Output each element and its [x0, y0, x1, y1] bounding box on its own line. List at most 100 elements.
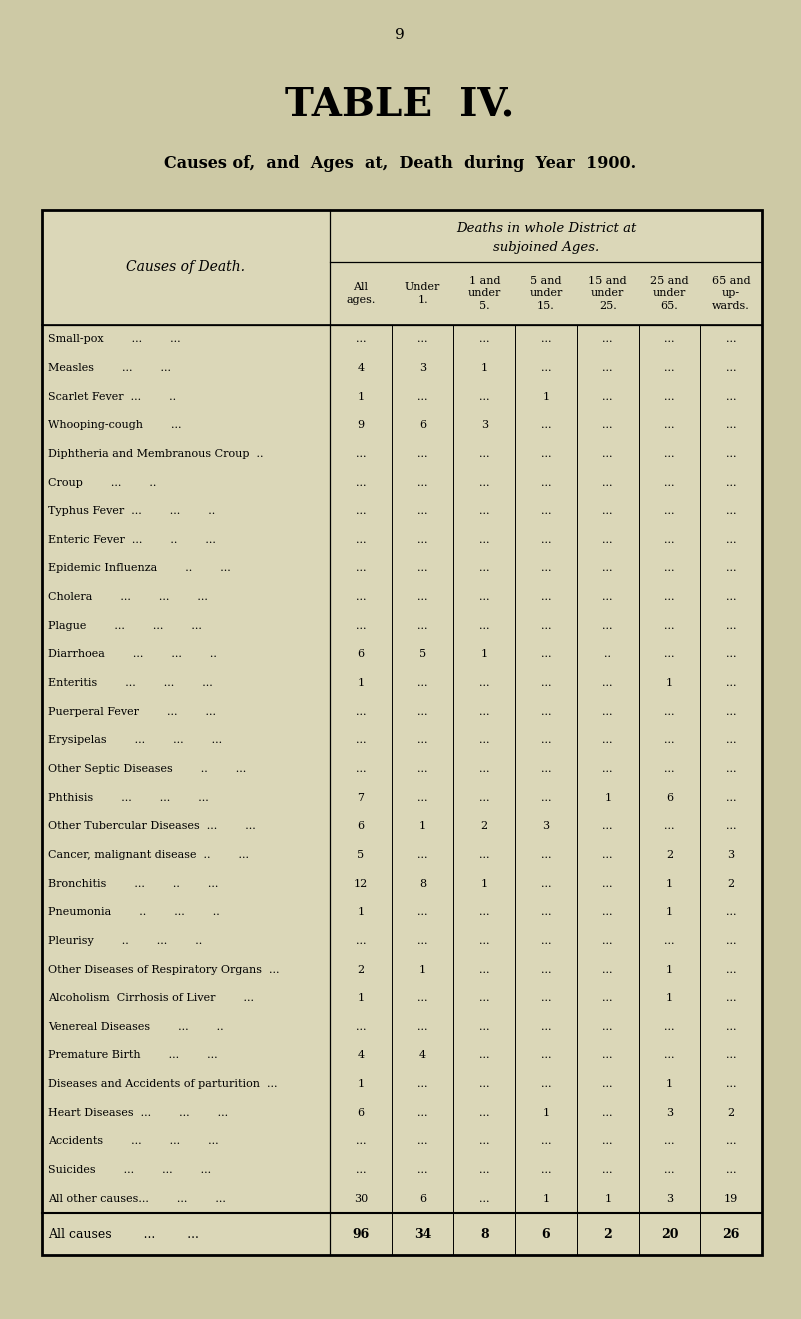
Text: ...: ... — [726, 621, 736, 630]
Text: 1: 1 — [666, 678, 673, 689]
Text: ...: ... — [726, 1079, 736, 1089]
Text: ...: ... — [726, 707, 736, 716]
Text: Epidemic Influenza        ..        ...: Epidemic Influenza .. ... — [48, 563, 231, 574]
Text: 6: 6 — [666, 793, 673, 803]
Text: Small-pox        ...        ...: Small-pox ... ... — [48, 334, 180, 344]
Text: ...: ... — [479, 1079, 489, 1089]
Text: ...: ... — [602, 1079, 613, 1089]
Text: Enteric Fever  ...        ..        ...: Enteric Fever ... .. ... — [48, 534, 216, 545]
Text: 1: 1 — [357, 993, 364, 1004]
Text: ...: ... — [417, 907, 428, 917]
Text: 19: 19 — [724, 1194, 739, 1204]
Text: Suicides        ...        ...        ...: Suicides ... ... ... — [48, 1165, 211, 1175]
Text: ...: ... — [541, 363, 551, 373]
Text: 1: 1 — [666, 964, 673, 975]
Text: ...: ... — [479, 621, 489, 630]
Text: ...: ... — [726, 448, 736, 459]
Text: ...: ... — [602, 822, 613, 831]
Text: ...: ... — [479, 793, 489, 803]
Text: 2: 2 — [727, 878, 735, 889]
Text: ...: ... — [356, 448, 366, 459]
Text: ...: ... — [541, 849, 551, 860]
Text: ...: ... — [356, 506, 366, 516]
Text: ...: ... — [479, 1050, 489, 1060]
Text: ...: ... — [726, 534, 736, 545]
Text: Diseases and Accidents of parturition  ...: Diseases and Accidents of parturition ..… — [48, 1079, 277, 1089]
Text: ...: ... — [417, 1137, 428, 1146]
Text: All other causes...        ...        ...: All other causes... ... ... — [48, 1194, 226, 1204]
Text: Under
1.: Under 1. — [405, 282, 441, 305]
Text: ...: ... — [602, 592, 613, 603]
Text: 6: 6 — [357, 1108, 364, 1117]
Text: ...: ... — [726, 736, 736, 745]
Text: ...: ... — [541, 907, 551, 917]
Text: Pneumonia        ..        ...        ..: Pneumonia .. ... .. — [48, 907, 219, 917]
Text: 4: 4 — [419, 1050, 426, 1060]
Text: ...: ... — [356, 936, 366, 946]
Text: ...: ... — [726, 334, 736, 344]
Text: 96: 96 — [352, 1228, 369, 1240]
Text: 3: 3 — [666, 1108, 673, 1117]
Text: ...: ... — [541, 334, 551, 344]
Text: ...: ... — [726, 592, 736, 603]
Text: 7: 7 — [357, 793, 364, 803]
Text: 1: 1 — [604, 793, 611, 803]
Text: ...: ... — [664, 1022, 674, 1031]
Text: ...: ... — [541, 964, 551, 975]
Text: 1: 1 — [357, 392, 364, 401]
Text: Cancer, malignant disease  ..        ...: Cancer, malignant disease .. ... — [48, 849, 249, 860]
Text: 2: 2 — [481, 822, 488, 831]
Text: ...: ... — [479, 392, 489, 401]
Text: ...: ... — [479, 964, 489, 975]
Text: ...: ... — [726, 907, 736, 917]
Text: 26: 26 — [723, 1228, 740, 1240]
Text: TABLE  IV.: TABLE IV. — [285, 84, 514, 123]
Text: ...: ... — [664, 448, 674, 459]
Text: 6: 6 — [419, 1194, 426, 1204]
Text: 1: 1 — [542, 1108, 549, 1117]
Text: ...: ... — [479, 849, 489, 860]
Text: ...: ... — [356, 621, 366, 630]
Text: ...: ... — [541, 448, 551, 459]
Text: ...: ... — [417, 793, 428, 803]
Text: ...: ... — [541, 678, 551, 689]
Text: ...: ... — [664, 1165, 674, 1175]
Text: ...: ... — [541, 707, 551, 716]
Text: ...: ... — [726, 1022, 736, 1031]
Text: ...: ... — [417, 707, 428, 716]
Text: 5: 5 — [419, 649, 426, 660]
Text: ...: ... — [541, 649, 551, 660]
Text: Measles        ...        ...: Measles ... ... — [48, 363, 171, 373]
Text: ...: ... — [541, 621, 551, 630]
Text: 1: 1 — [419, 822, 426, 831]
Text: ...: ... — [602, 1050, 613, 1060]
Text: 2: 2 — [727, 1108, 735, 1117]
Text: ...: ... — [479, 1022, 489, 1031]
Text: ...: ... — [664, 392, 674, 401]
Text: ...: ... — [356, 592, 366, 603]
Text: ...: ... — [479, 1165, 489, 1175]
Text: ...: ... — [664, 764, 674, 774]
Text: Causes of,  and  Ages  at,  Death  during  Year  1900.: Causes of, and Ages at, Death during Yea… — [164, 156, 636, 171]
Text: ...: ... — [602, 878, 613, 889]
Text: Puerperal Fever        ...        ...: Puerperal Fever ... ... — [48, 707, 216, 716]
Text: ...: ... — [417, 736, 428, 745]
Text: ...: ... — [726, 993, 736, 1004]
Text: 1: 1 — [666, 907, 673, 917]
Text: ...: ... — [726, 506, 736, 516]
Text: ...: ... — [602, 678, 613, 689]
Text: subjoined Ages.: subjoined Ages. — [493, 241, 599, 255]
Text: ...: ... — [541, 1137, 551, 1146]
Text: ...: ... — [664, 1050, 674, 1060]
Text: ...: ... — [356, 334, 366, 344]
Text: ...: ... — [726, 1165, 736, 1175]
Text: ...: ... — [541, 506, 551, 516]
Text: ...: ... — [602, 477, 613, 488]
Text: Diarrhoea        ...        ...        ..: Diarrhoea ... ... .. — [48, 649, 217, 660]
Text: Erysipelas        ...        ...        ...: Erysipelas ... ... ... — [48, 736, 222, 745]
Text: 9: 9 — [357, 421, 364, 430]
Text: Other Tubercular Diseases  ...        ...: Other Tubercular Diseases ... ... — [48, 822, 256, 831]
Text: ...: ... — [479, 334, 489, 344]
Text: ...: ... — [602, 1165, 613, 1175]
Text: ...: ... — [664, 363, 674, 373]
